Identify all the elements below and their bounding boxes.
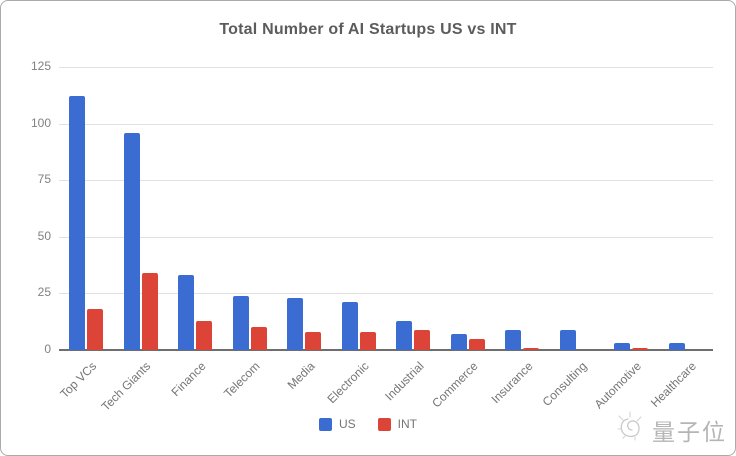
bar-us-finance: [178, 275, 195, 350]
bar-int-industrial: [414, 330, 431, 350]
x-tick-label-insurance: Insurance: [487, 359, 536, 407]
y-tick-label-100: 100: [30, 115, 51, 130]
int-legend-swatch: [377, 417, 391, 431]
bar-us-top-vcs: [69, 96, 86, 350]
x-tick-label-automotive: Automotive: [591, 359, 645, 412]
int-legend-label: INT: [397, 417, 417, 431]
bar-int-insurance: [523, 348, 540, 350]
legend: US INT: [1, 417, 735, 431]
x-axis-line: [59, 349, 713, 351]
y-tick-label-0: 0: [44, 342, 51, 356]
bar-int-tech-giants: [141, 273, 158, 350]
watermark-text: 量子位: [652, 418, 727, 445]
x-tick-label-commerce: Commerce: [429, 359, 481, 411]
bar-int-electronic: [359, 332, 376, 350]
x-tick-label-industrial: Industrial: [381, 359, 427, 404]
bar-us-media: [287, 298, 304, 350]
bar-int-media: [305, 332, 322, 350]
us-legend-swatch: [318, 417, 332, 431]
bar-us-telecom: [232, 296, 249, 350]
chart-title: Total Number of AI Startups US vs INT: [219, 21, 517, 38]
bar-int-telecom: [250, 327, 267, 350]
y-tick-label-50: 50: [37, 228, 51, 243]
x-tick-label-healthcare: Healthcare: [647, 359, 699, 410]
legend-item-us: US: [318, 417, 356, 431]
x-tick-label-telecom: Telecom: [221, 359, 263, 401]
bar-us-commerce: [450, 334, 467, 350]
x-tick-label-electronic: Electronic: [324, 359, 372, 407]
bar-us-electronic: [341, 302, 358, 350]
gridline-75: [59, 180, 713, 182]
x-tick-label-consulting: Consulting: [539, 359, 590, 409]
y-tick-label-25: 25: [37, 285, 51, 300]
us-legend-label: US: [338, 417, 356, 431]
bar-us-healthcare: [668, 343, 685, 350]
x-tick-label-tech-giants: Tech Giants: [98, 359, 154, 414]
gridline-100: [59, 123, 713, 125]
bar-int-top-vcs: [87, 309, 104, 350]
bar-int-commerce: [468, 339, 485, 350]
x-tick-label-finance: Finance: [168, 359, 209, 400]
bar-us-insurance: [505, 330, 522, 350]
bar-us-automotive: [614, 343, 631, 350]
watermark: 量子位: [615, 409, 727, 450]
x-tick-label-media: Media: [284, 359, 318, 393]
bar-int-finance: [196, 321, 213, 350]
y-tick-label-125: 125: [30, 59, 51, 73]
gridline-50: [59, 236, 713, 238]
qbitai-logo-icon: [615, 409, 649, 450]
bar-us-industrial: [396, 321, 413, 350]
bar-int-automotive: [632, 348, 649, 350]
bar-us-tech-giants: [123, 133, 140, 350]
y-tick-label-75: 75: [37, 172, 51, 187]
legend-item-int: INT: [377, 417, 417, 431]
gridline-125: [59, 67, 713, 68]
x-tick-label-top-vcs: Top VCs: [57, 359, 100, 401]
bar-us-consulting: [559, 330, 576, 350]
gridline-25: [59, 293, 713, 295]
